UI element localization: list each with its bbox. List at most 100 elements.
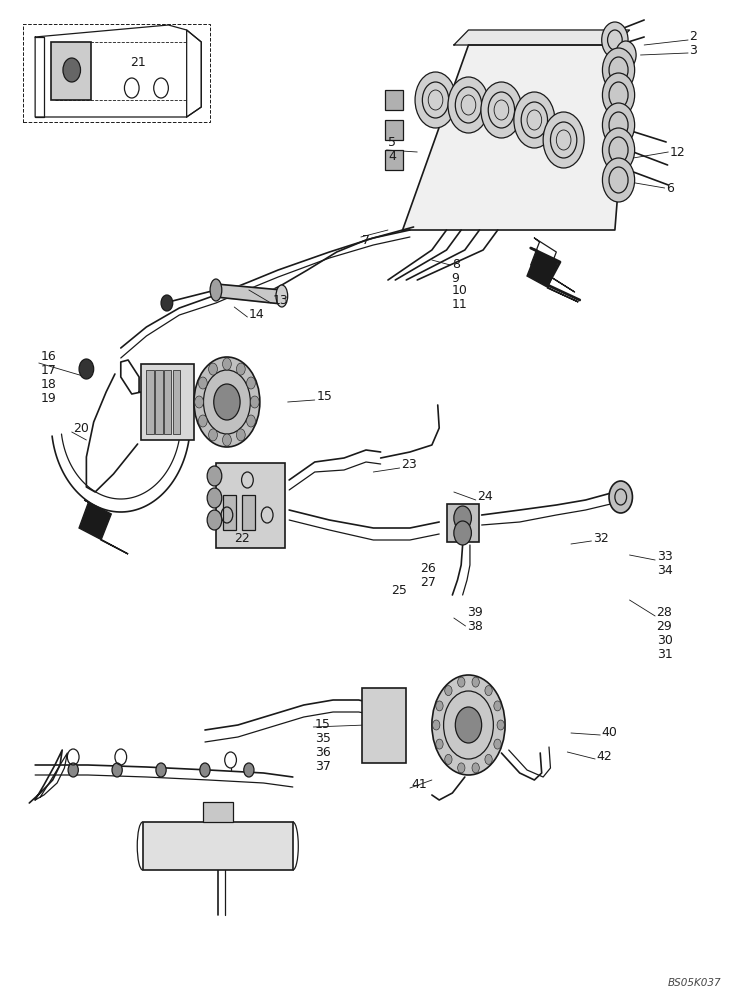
Text: 18: 18 — [40, 377, 56, 390]
Text: 39: 39 — [467, 606, 483, 619]
Text: 42: 42 — [597, 750, 613, 762]
Bar — [146, 370, 154, 434]
Circle shape — [472, 677, 479, 687]
Circle shape — [602, 22, 628, 58]
Text: 23: 23 — [401, 458, 417, 472]
Text: 36: 36 — [315, 746, 331, 758]
Circle shape — [497, 720, 504, 730]
Circle shape — [244, 763, 254, 777]
Bar — [51, 42, 92, 100]
Circle shape — [485, 754, 492, 764]
Circle shape — [200, 763, 210, 777]
Circle shape — [494, 739, 501, 749]
Circle shape — [494, 701, 501, 711]
Text: 15: 15 — [316, 390, 332, 403]
Circle shape — [602, 48, 635, 92]
Circle shape — [445, 754, 452, 764]
Text: 7: 7 — [362, 233, 370, 246]
Bar — [155, 370, 163, 434]
Polygon shape — [531, 238, 575, 292]
Circle shape — [454, 506, 471, 530]
Text: 22: 22 — [234, 532, 250, 544]
Circle shape — [415, 72, 456, 128]
Circle shape — [209, 429, 217, 441]
Circle shape — [195, 396, 203, 408]
Text: 40: 40 — [602, 726, 618, 738]
Circle shape — [207, 466, 222, 486]
Text: 4: 4 — [388, 150, 396, 163]
Text: 10: 10 — [452, 284, 468, 298]
Text: 30: 30 — [657, 635, 673, 648]
Circle shape — [68, 763, 78, 777]
Bar — [385, 120, 403, 140]
Circle shape — [207, 510, 222, 530]
Text: 14: 14 — [249, 308, 265, 322]
Circle shape — [112, 763, 122, 777]
Bar — [242, 495, 255, 530]
Ellipse shape — [276, 285, 288, 307]
Text: 5: 5 — [388, 136, 396, 149]
Bar — [141, 364, 194, 440]
Text: 27: 27 — [420, 576, 436, 588]
Circle shape — [198, 377, 207, 389]
Bar — [385, 150, 403, 170]
Circle shape — [156, 763, 166, 777]
Text: 8: 8 — [452, 258, 460, 271]
Circle shape — [236, 429, 245, 441]
Circle shape — [207, 488, 222, 508]
Text: 17: 17 — [40, 363, 56, 376]
Circle shape — [161, 295, 173, 311]
Text: 33: 33 — [657, 550, 673, 564]
Bar — [164, 370, 171, 434]
Circle shape — [236, 363, 245, 375]
Circle shape — [616, 41, 636, 69]
Text: 25: 25 — [392, 584, 408, 596]
Circle shape — [448, 77, 489, 133]
Text: 32: 32 — [593, 532, 609, 544]
Text: 11: 11 — [452, 298, 468, 310]
Text: 31: 31 — [657, 648, 673, 662]
Circle shape — [436, 701, 443, 711]
Text: 38: 38 — [467, 620, 483, 634]
Text: 12: 12 — [670, 145, 686, 158]
Bar — [143, 822, 293, 870]
Bar — [447, 504, 479, 542]
Circle shape — [436, 739, 443, 749]
Ellipse shape — [210, 279, 222, 301]
Bar — [216, 463, 285, 548]
Circle shape — [458, 763, 465, 773]
Circle shape — [250, 396, 259, 408]
Text: 20: 20 — [73, 422, 89, 436]
Polygon shape — [454, 30, 630, 45]
Circle shape — [481, 82, 522, 138]
Polygon shape — [79, 500, 128, 554]
Circle shape — [79, 359, 94, 379]
Circle shape — [209, 363, 217, 375]
Text: 6: 6 — [666, 182, 674, 194]
Text: 15: 15 — [315, 718, 331, 730]
Bar — [203, 802, 233, 822]
Text: 35: 35 — [315, 732, 331, 744]
Circle shape — [198, 415, 207, 427]
Circle shape — [602, 128, 635, 172]
Circle shape — [223, 358, 231, 370]
Text: 9: 9 — [452, 271, 460, 284]
Text: 16: 16 — [40, 350, 56, 362]
Text: BS05K037: BS05K037 — [668, 978, 721, 988]
Text: 37: 37 — [315, 760, 331, 772]
Circle shape — [454, 521, 471, 545]
Circle shape — [543, 112, 584, 168]
Circle shape — [602, 158, 635, 202]
Circle shape — [485, 686, 492, 696]
Circle shape — [514, 92, 555, 148]
Circle shape — [247, 377, 255, 389]
Text: 24: 24 — [477, 490, 493, 504]
Circle shape — [63, 58, 81, 82]
Text: 28: 28 — [657, 606, 673, 619]
Bar — [223, 495, 236, 530]
Text: 19: 19 — [40, 391, 56, 404]
Circle shape — [602, 73, 635, 117]
Circle shape — [602, 103, 635, 147]
Circle shape — [433, 720, 440, 730]
Polygon shape — [527, 248, 578, 302]
